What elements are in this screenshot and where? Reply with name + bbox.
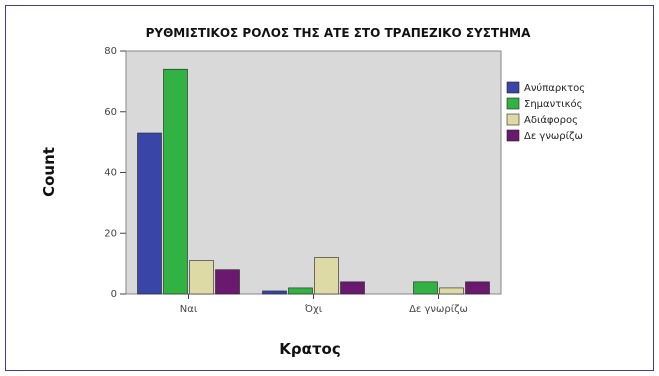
chart-frame: ΡΥΘΜΙΣΤΙΚΟΣ ΡΟΛΟΣ ΤΗΣ ΑΤΕ ΣΤΟ ΤΡΑΠΕΖΙΚΟ …: [5, 5, 654, 371]
legend-swatch: [506, 81, 520, 94]
legend-label: Δε γνωρίζω: [524, 130, 583, 142]
legend: Ανύπαρκτος Σημαντικός Αδιάφορος Δε γνωρίζω: [506, 81, 585, 142]
legend-swatch: [506, 129, 520, 142]
legend-label: Σημαντικός: [524, 98, 582, 110]
y-tick-label: 20: [104, 228, 117, 239]
bar: [465, 281, 490, 295]
bar: [163, 68, 188, 295]
bar: [189, 260, 214, 295]
bar: [439, 287, 464, 295]
y-tick-label: 0: [111, 289, 117, 300]
bar: [288, 287, 313, 295]
y-tick-label: 60: [104, 107, 117, 118]
chart: ΡΥΘΜΙΣΤΙΚΟΣ ΡΟΛΟΣ ΤΗΣ ΑΤΕ ΣΤΟ ΤΡΑΠΕΖΙΚΟ …: [40, 26, 585, 358]
bar: [137, 132, 162, 295]
x-tick-label: Δε γνωρίζω: [409, 303, 468, 315]
bar: [314, 257, 339, 295]
x-tick-label: Ναι: [180, 304, 198, 315]
y-tick-label: 40: [104, 168, 117, 179]
bar: [215, 269, 240, 295]
y-axis: 0 20 40 60 80: [104, 46, 126, 300]
y-tick-label: 80: [104, 46, 117, 57]
x-axis-label: Κρατος: [279, 340, 340, 358]
legend-swatch: [506, 97, 520, 110]
legend-swatch: [506, 113, 520, 126]
legend-label: Ανύπαρκτος: [524, 82, 585, 94]
y-axis-label: Count: [40, 147, 58, 197]
bar: [340, 281, 365, 295]
bars-group: [137, 68, 490, 295]
bar: [262, 290, 287, 295]
bar: [413, 281, 438, 295]
chart-title: ΡΥΘΜΙΣΤΙΚΟΣ ΡΟΛΟΣ ΤΗΣ ΑΤΕ ΣΤΟ ΤΡΑΠΕΖΙΚΟ …: [146, 26, 531, 40]
legend-label: Αδιάφορος: [524, 114, 578, 126]
x-axis: Ναι Όχι Δε γνωρίζω: [180, 294, 468, 315]
x-tick-label: Όχι: [304, 303, 323, 315]
plot-area: [125, 50, 502, 295]
